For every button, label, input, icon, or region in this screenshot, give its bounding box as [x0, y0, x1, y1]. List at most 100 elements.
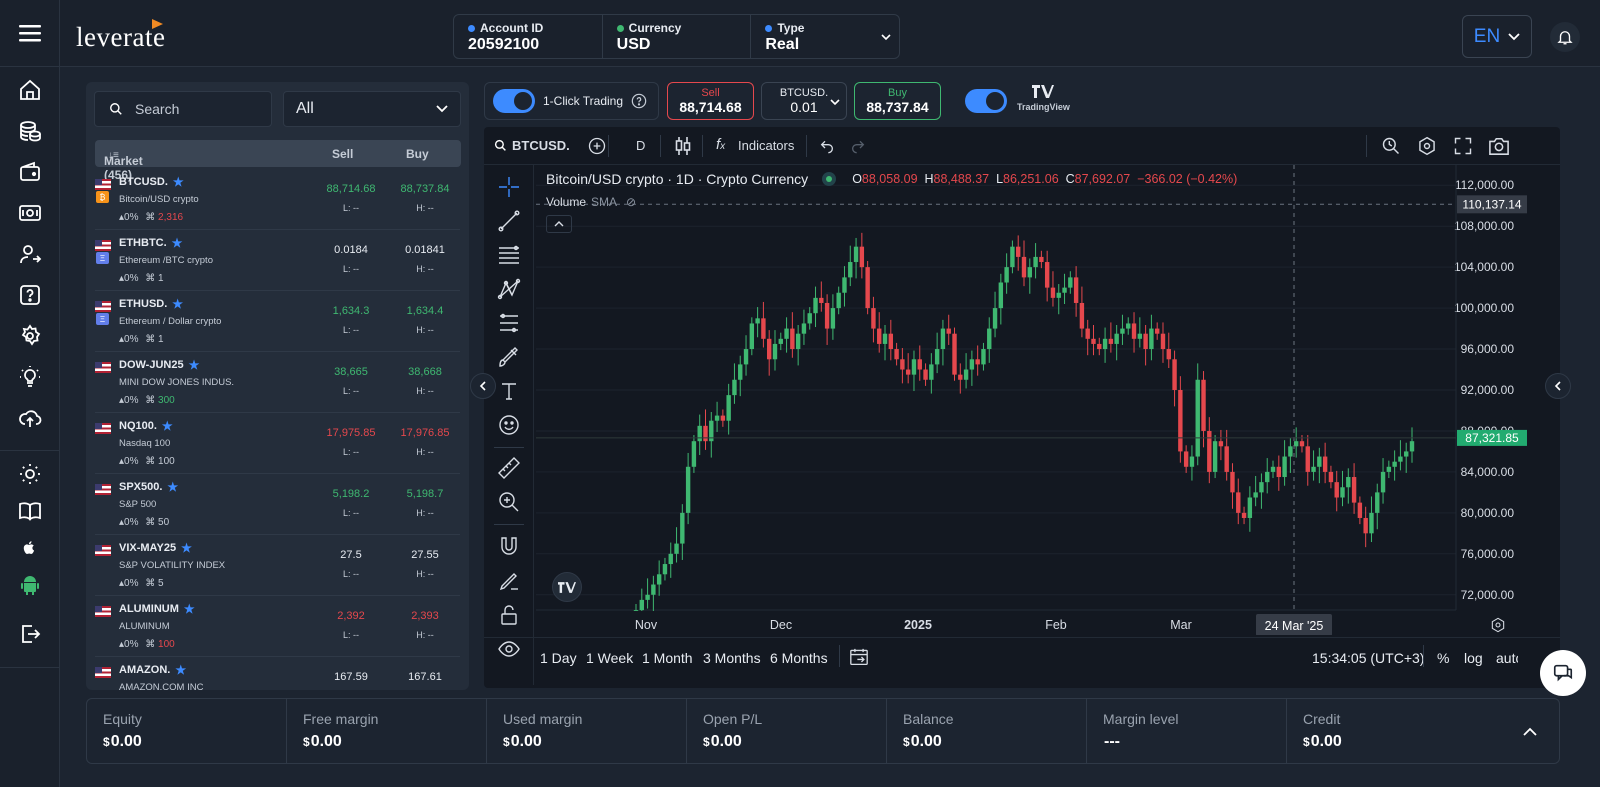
camera-icon[interactable]	[1488, 136, 1510, 156]
one-click-toggle[interactable]	[493, 89, 535, 113]
forecast-icon[interactable]	[497, 311, 521, 335]
zoom-in-icon[interactable]	[497, 490, 521, 514]
trend-line-icon[interactable]	[497, 209, 521, 233]
sell-price-cell[interactable]: 88,714.68	[326, 183, 376, 195]
market-row[interactable]: SPX500. ★ S&P 500 ▴0% ⌘ 50 5,198.2 5,198.7 L: …	[95, 474, 460, 535]
quick-buy-button[interactable]: Buy 88,737.84	[854, 82, 941, 120]
pattern-icon[interactable]	[497, 277, 521, 301]
range-button[interactable]: 1 Month	[642, 650, 693, 666]
favorite-star-icon[interactable]: ★	[181, 541, 192, 555]
sell-price-cell[interactable]: 27.5	[340, 549, 362, 561]
buy-price-cell[interactable]: 27.55	[411, 549, 439, 561]
collapse-right-panel-button[interactable]	[1545, 373, 1571, 399]
buy-price-cell[interactable]: 0.01841	[405, 244, 445, 256]
compare-add-icon[interactable]	[587, 136, 607, 156]
buy-price-cell[interactable]: 38,668	[408, 366, 442, 378]
menu-button[interactable]	[0, 0, 59, 67]
eye-icon[interactable]	[497, 637, 521, 661]
market-row[interactable]: Ξ ETHUSD. ★ Ethereum / Dollar crypto ▴0% ⌘ 1…	[95, 291, 460, 352]
scale-settings-icon[interactable]	[1490, 617, 1506, 633]
sell-price-cell[interactable]: 0.0184	[334, 244, 368, 256]
collapse-legend-button[interactable]	[546, 215, 572, 233]
ruler-icon[interactable]	[497, 456, 521, 480]
search-input[interactable]: Search	[94, 91, 272, 127]
favorite-star-icon[interactable]: ★	[175, 663, 187, 677]
volume-legend[interactable]: Volume SMA ⊘	[546, 195, 636, 209]
market-row[interactable]: VIX-MAY25 ★ S&P VOLATILITY INDEX ▴0% ⌘ 5 27.…	[95, 535, 460, 596]
home-icon[interactable]	[18, 78, 42, 102]
buy-price-cell[interactable]: 1,634.4	[406, 305, 444, 317]
indicators-button[interactable]: Indicators	[738, 138, 795, 153]
magnet-icon[interactable]	[497, 535, 521, 559]
range-button[interactable]: 1 Day	[540, 650, 577, 666]
cash-icon[interactable]	[18, 201, 42, 225]
fullscreen-icon[interactable]	[1453, 136, 1473, 156]
user-transfer-icon[interactable]	[18, 242, 42, 266]
account-selector[interactable]: Account ID 20592100 Currency USD Type Re…	[453, 14, 900, 59]
buy-price-cell[interactable]: 5,198.7	[406, 488, 444, 500]
lot-size-selector[interactable]: BTCUSD. 0.01	[761, 82, 847, 120]
favorite-star-icon[interactable]: ★	[161, 419, 173, 433]
log-scale-button[interactable]: log	[1464, 650, 1483, 666]
help-icon[interactable]	[18, 283, 42, 307]
fib-lines-icon[interactable]	[497, 243, 521, 267]
text-tool-icon[interactable]	[497, 379, 521, 403]
tradingview-toggle[interactable]	[965, 89, 1007, 113]
undo-icon[interactable]	[819, 138, 835, 154]
favorite-star-icon[interactable]: ★	[171, 236, 183, 250]
brand-logo[interactable]: leverate	[76, 19, 165, 53]
favorite-star-icon[interactable]: ★	[167, 480, 179, 494]
market-row[interactable]: ALUMINUM ★ ALUMINUM ▴0% ⌘ 100 2,392 2,393 L: -…	[95, 596, 460, 657]
wallet-icon[interactable]	[18, 160, 42, 184]
chart-symbol-search[interactable]: BTCUSD.	[494, 138, 570, 153]
notifications-button[interactable]	[1550, 22, 1580, 52]
market-row[interactable]: DOW-JUN25 ★ MINI DOW JONES INDUS. ▴0% ⌘ 300…	[95, 352, 460, 413]
collapse-left-panel-button[interactable]	[470, 373, 496, 399]
apple-icon[interactable]	[18, 536, 42, 560]
sell-price-cell[interactable]: 5,198.2	[332, 488, 370, 500]
market-row[interactable]: Ξ ETHBTC. ★ Ethereum /BTC crypto ▴0% ⌘ 1 0.01…	[95, 230, 460, 291]
tradingview-badge[interactable]	[552, 572, 582, 602]
auto-scale-button[interactable]: auto	[1496, 650, 1518, 666]
candles-icon[interactable]	[674, 136, 692, 156]
market-count-header[interactable]: Market (456) ↓≡	[104, 147, 143, 182]
logout-icon[interactable]	[18, 622, 42, 646]
quick-sell-button[interactable]: Sell 88,714.68	[667, 82, 754, 120]
book-icon[interactable]	[18, 499, 42, 523]
quick-search-icon[interactable]	[1381, 136, 1401, 156]
settings-icon[interactable]	[18, 324, 42, 348]
chat-support-button[interactable]	[1540, 650, 1586, 696]
upload-cloud-icon[interactable]	[18, 406, 42, 430]
sell-price-cell[interactable]: 17,975.85	[326, 427, 376, 439]
market-row[interactable]: NQ100. ★ Nasdaq 100 ▴0% ⌘ 100 17,975.85 17,97…	[95, 413, 460, 474]
range-button[interactable]: 1 Week	[586, 650, 634, 666]
buy-price-cell[interactable]: 2,393	[411, 610, 439, 622]
crosshair-icon[interactable]	[497, 175, 521, 199]
sell-price-cell[interactable]: 38,665	[334, 366, 368, 378]
range-button[interactable]: 6 Months	[770, 650, 828, 666]
buy-price-cell[interactable]: 88,737.84	[400, 183, 450, 195]
brush-icon[interactable]	[497, 345, 521, 369]
chevron-up-icon[interactable]	[1523, 727, 1537, 736]
favorite-star-icon[interactable]: ★	[188, 358, 200, 372]
go-to-date-button[interactable]	[849, 648, 869, 671]
sell-price-cell[interactable]: 167.59	[334, 671, 368, 683]
market-row[interactable]: AMAZON. ★ AMAZON.COM INC 167.59 167.61	[95, 657, 460, 690]
help-circle-icon[interactable]	[631, 93, 647, 109]
lock-icon[interactable]	[497, 603, 521, 627]
lightbulb-icon[interactable]	[18, 365, 42, 389]
stay-drawing-icon[interactable]	[497, 569, 521, 593]
language-selector[interactable]: EN	[1462, 15, 1532, 58]
theme-sun-icon[interactable]	[18, 462, 42, 486]
favorite-star-icon[interactable]: ★	[172, 175, 184, 189]
favorite-star-icon[interactable]: ★	[172, 297, 184, 311]
sell-price-cell[interactable]: 1,634.3	[332, 305, 370, 317]
market-row[interactable]: ₿ BTCUSD. ★ Bitcoin/USD crypto ▴0% ⌘ 2,316 88…	[95, 169, 460, 230]
buy-price-cell[interactable]: 17,976.85	[400, 427, 450, 439]
android-icon[interactable]	[18, 573, 42, 597]
coins-icon[interactable]	[18, 119, 42, 143]
buy-price-cell[interactable]: 167.61	[408, 671, 442, 683]
sell-price-cell[interactable]: 2,392	[337, 610, 365, 622]
emoji-icon[interactable]	[497, 413, 521, 437]
favorite-star-icon[interactable]: ★	[183, 602, 195, 616]
